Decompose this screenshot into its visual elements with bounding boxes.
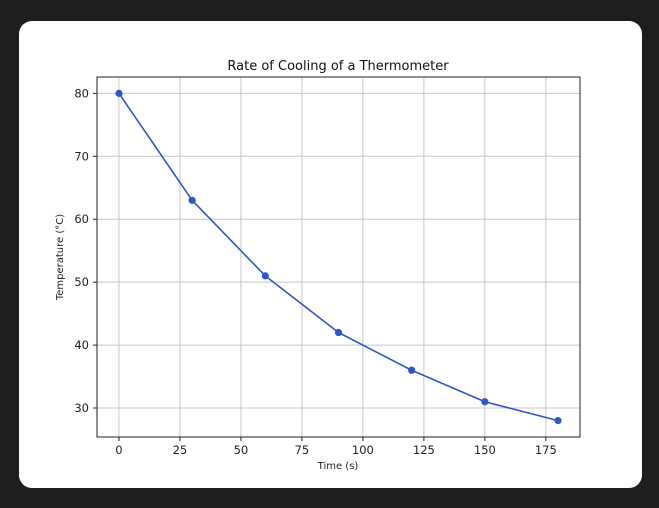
y-axis-label: Temperature (°C) [55, 214, 66, 301]
data-point [115, 89, 123, 97]
data-point [481, 398, 489, 406]
x-tick-label: 150 [474, 443, 496, 457]
x-tick-label: 75 [295, 443, 310, 457]
y-tick-label: 80 [74, 86, 89, 100]
y-tick-label: 30 [74, 401, 89, 415]
x-tick-label: 0 [115, 443, 122, 457]
cooling-line-chart: Rate of Cooling of a Thermometer 0 25 50 75… [55, 59, 581, 472]
plot-frame [96, 76, 581, 438]
x-tick-label: 25 [173, 443, 188, 457]
data-point [334, 328, 343, 337]
x-axis-label: Time (s) [317, 461, 359, 472]
y-tick-label: 70 [74, 149, 89, 163]
data-point [188, 196, 196, 204]
data-series [115, 89, 562, 425]
x-tick-label: 125 [413, 443, 435, 457]
series-line [118, 92, 559, 422]
x-tick-label: 50 [234, 443, 249, 457]
data-point [554, 417, 562, 425]
data-point [261, 272, 269, 280]
chart-title: Rate of Cooling of a Thermometer [227, 59, 449, 74]
x-axis-ticks: 0 25 50 75 100 125 150 175 [115, 437, 557, 457]
y-tick-label: 50 [74, 275, 89, 289]
y-tick-label: 60 [74, 212, 89, 226]
x-tick-label: 100 [352, 443, 374, 457]
chart-card: Rate of Cooling of a Thermometer 0 25 50 75… [19, 21, 642, 488]
grid-lines [97, 77, 580, 437]
y-tick-label: 40 [74, 338, 89, 352]
x-tick-label: 175 [535, 443, 557, 457]
y-axis-ticks: 30 40 50 60 70 80 [74, 86, 97, 415]
data-point [408, 366, 416, 374]
